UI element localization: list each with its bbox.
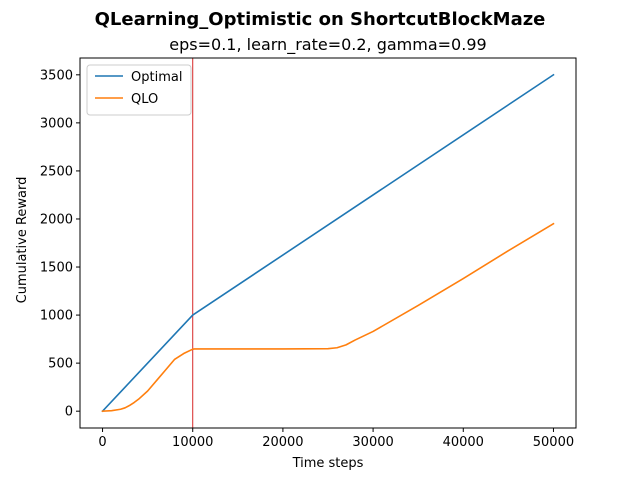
x-tick-label: 30000 bbox=[352, 435, 393, 450]
x-tick-label: 20000 bbox=[262, 435, 303, 450]
legend-box bbox=[86, 64, 192, 116]
y-tick-label: 1000 bbox=[40, 309, 73, 324]
y-axis-label: Cumulative Reward bbox=[15, 177, 30, 304]
axes-layer: 0 10000 20000 30000 40000 50000 0 500 1000 1500 20… bbox=[40, 57, 577, 450]
legend-label-optimal: Optimal bbox=[131, 70, 182, 85]
chart-subtitle: eps=0.1, learn_rate=0.2, gamma=0.99 bbox=[169, 35, 486, 55]
legend: Optimal QLO bbox=[86, 64, 192, 116]
plot-background bbox=[80, 58, 576, 428]
y-tick-label: 1500 bbox=[40, 261, 73, 276]
y-tick-label: 500 bbox=[48, 357, 73, 372]
axes-frame bbox=[79, 57, 577, 429]
plot-area bbox=[80, 58, 576, 428]
x-tick-label: 0 bbox=[98, 435, 106, 450]
legend-label-qlo: QLO bbox=[131, 92, 158, 107]
y-tick-label: 0 bbox=[65, 405, 73, 420]
x-tick-label: 10000 bbox=[172, 435, 213, 450]
y-tick-label: 2500 bbox=[40, 164, 73, 179]
x-axis-label: Time steps bbox=[292, 456, 364, 471]
series-layer bbox=[101, 58, 555, 428]
series-line-optimal bbox=[101, 73, 555, 413]
y-tick-label: 3000 bbox=[40, 116, 73, 131]
x-tick-label: 50000 bbox=[533, 435, 574, 450]
chart-title: QLearning_Optimistic on ShortcutBlockMaz… bbox=[95, 9, 546, 30]
x-tick-label: 40000 bbox=[443, 435, 484, 450]
series-line-qlo bbox=[101, 222, 555, 413]
y-tick-label: 2000 bbox=[40, 212, 73, 227]
y-tick-label: 3500 bbox=[40, 68, 73, 83]
